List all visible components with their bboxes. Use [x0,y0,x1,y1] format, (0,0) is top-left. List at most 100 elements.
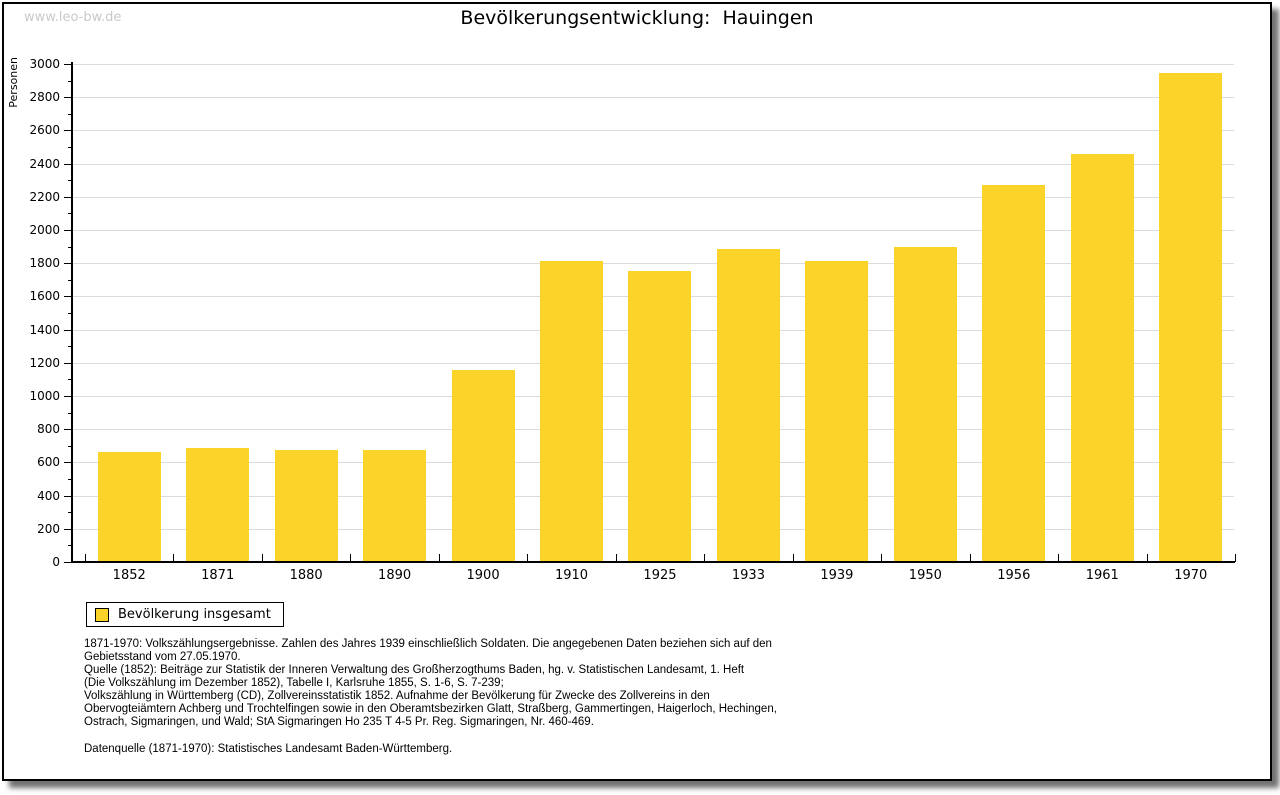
x-tick [527,554,529,562]
y-major-tick [64,163,72,165]
y-tick-label: 1600 [29,289,60,304]
x-tick-label: 1933 [731,568,765,583]
y-major-tick [64,396,72,397]
y-tick-label: 2200 [29,189,60,204]
y-tick-label: 3000 [29,57,60,71]
y-major-tick [64,462,72,464]
bar-1925 [628,270,692,562]
y-tick-label: 600 [37,455,60,470]
gridline [73,130,1234,132]
y-tick-label: 0 [52,555,60,569]
y-minor-tick [68,147,72,148]
y-minor-tick [68,80,72,82]
y-major-tick [64,230,72,231]
x-tick [969,554,971,562]
gridline [73,163,1234,165]
bar-1890 [363,450,427,562]
y-minor-tick [68,545,72,547]
bar-1880 [274,450,338,562]
y-major-tick [64,495,72,497]
x-tick [1146,554,1148,562]
x-tick-label: 1961 [1085,568,1119,583]
y-minor-tick [68,512,72,514]
x-tick [881,554,883,562]
x-tick [350,554,352,562]
y-tick-label: 1000 [29,389,60,403]
bar-1961 [1070,154,1134,562]
y-major-tick [64,263,72,265]
y-tick-label: 2600 [29,123,60,138]
y-minor-tick [68,479,72,480]
x-tick [261,554,263,562]
y-minor-tick [68,246,72,248]
y-major-tick [64,97,72,99]
y-minor-tick [68,313,72,314]
y-major-tick [64,562,72,563]
bar-1852 [97,451,161,562]
x-tick-label: 1900 [466,568,500,583]
gridline [73,263,1234,265]
y-major-tick [64,130,72,132]
y-major-tick [64,329,72,331]
y-tick-label: 1800 [29,256,60,271]
y-major-tick [64,362,72,364]
x-tick [615,554,617,562]
bar-chart: 0 200 400 600 800 1000 1200 1400 1600 1800 2000 220… [4,4,1280,795]
x-tick [704,554,706,562]
x-tick [438,554,440,562]
y-tick-label: 2800 [29,90,60,105]
y-tick-label: 1400 [29,322,60,337]
y-tick-label: 400 [37,488,60,503]
gridline [73,230,1234,231]
bar-1970 [1159,73,1223,562]
y-minor-tick [68,346,72,348]
y-minor-tick [68,445,72,447]
bar-1939 [805,260,869,562]
y-major-tick [64,296,72,298]
y-axis-line [71,62,73,563]
bar-1910 [540,260,604,562]
y-tick-label: 1200 [29,355,60,370]
legend-box: Bevölkerung insgesamt [86,602,284,627]
y-tick-label: 2400 [29,156,60,171]
gridline [73,64,1234,65]
x-tick [792,554,794,562]
x-tick-label: 1925 [643,568,677,583]
datasource-text: Datenquelle (1871-1970): Statistisches L… [84,743,453,755]
y-major-tick [64,429,72,431]
y-minor-tick [68,379,72,381]
y-minor-tick [68,113,72,115]
bar-1956 [982,185,1046,562]
y-major-tick [64,196,72,198]
y-tick-label: 2000 [29,223,60,237]
bar-1933 [716,249,780,562]
x-tick [1234,554,1236,562]
y-major-tick [64,528,72,530]
x-tick-label: 1871 [201,568,235,583]
bar-1950 [893,247,957,562]
x-tick-label: 1852 [112,568,146,583]
y-minor-tick [68,279,72,281]
y-major-tick [64,64,72,65]
x-tick [1058,554,1060,562]
bar-1900 [451,370,515,562]
chart-frame: www.leo-bw.de Bevölkerungsentwicklung: H… [2,2,1272,781]
x-tick-label: 1880 [289,568,323,583]
y-minor-tick [68,213,72,215]
x-tick [173,554,175,562]
footnote-text: 1871-1970: Volkszählungsergebnisse. Zahl… [84,638,777,728]
gridline [73,97,1234,99]
y-minor-tick [68,412,72,414]
watermark-text: www.leo-bw.de [24,10,122,25]
chart-title: Bevölkerungsentwicklung: Hauingen [460,7,814,29]
x-tick-label: 1890 [378,568,412,583]
gridline [73,196,1234,198]
x-tick-label: 1950 [908,568,942,583]
x-tick-label: 1970 [1174,568,1208,583]
x-tick-label: 1939 [820,568,854,583]
bar-1871 [186,448,250,562]
legend-label: Bevölkerung insgesamt [118,607,271,622]
x-tick-label: 1956 [997,568,1031,583]
x-tick-label: 1910 [554,568,589,583]
x-axis-line [71,561,1235,563]
